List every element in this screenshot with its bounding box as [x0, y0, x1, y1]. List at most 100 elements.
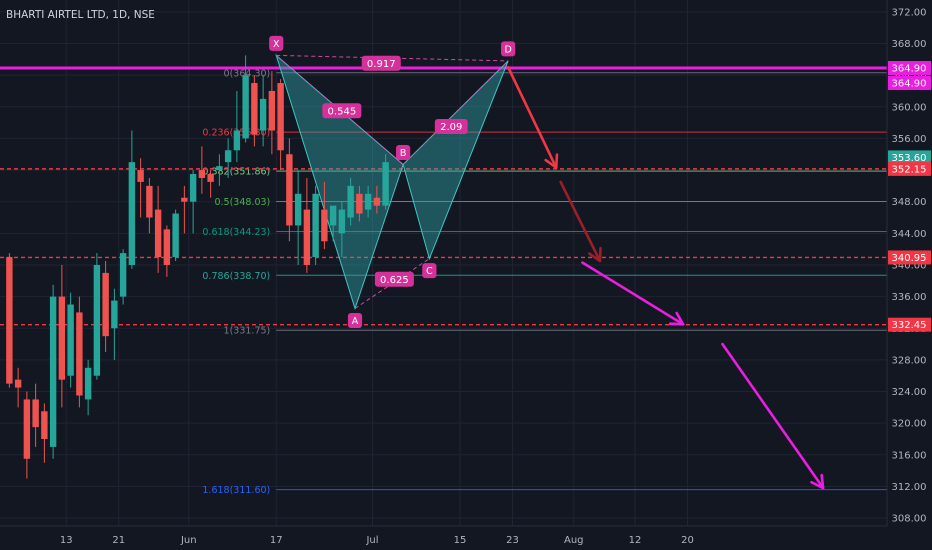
- x-tick-label: 12: [629, 535, 642, 546]
- pattern-ratio: 0.545: [328, 106, 357, 117]
- y-axis[interactable]: 308.00 312.00 316.00 320.00 324.00 328.00 332.…: [886, 0, 932, 550]
- horizontal-levels[interactable]: [0, 66, 887, 326]
- y-tick-label: 324.00: [892, 387, 927, 398]
- projection-arrow-line: [581, 261, 685, 326]
- candle-body: [233, 130, 241, 151]
- candle-body: [76, 312, 83, 396]
- level-label: 352.15: [892, 164, 927, 175]
- x-tick-label: 15: [454, 535, 467, 546]
- x-tick-label: 21: [112, 535, 125, 546]
- candle-body: [329, 205, 337, 226]
- x-tick-label: 23: [506, 535, 519, 546]
- pattern-point-c-bg: [422, 263, 437, 279]
- candle-body: [294, 193, 302, 226]
- level-label-bg: [888, 161, 931, 176]
- pattern-point-c: C: [426, 266, 433, 277]
- candle-body: [224, 150, 232, 163]
- y-tick-label: 368.00: [892, 39, 927, 50]
- candle-body: [41, 411, 48, 439]
- projection-arrow-head: [588, 246, 602, 263]
- candle-body: [154, 209, 162, 258]
- y-tick-label: 316.00: [892, 450, 927, 461]
- candle-body: [312, 193, 319, 258]
- candle-body: [111, 300, 118, 329]
- fib-label: 1.618(311.60): [202, 485, 270, 496]
- candle-body: [198, 170, 206, 178]
- level-label-bg: [888, 76, 931, 91]
- candle-body: [321, 209, 328, 242]
- price-label: 353.60: [892, 153, 927, 164]
- pattern-ratio-bg: [322, 103, 362, 119]
- y-tick-label: 344.00: [892, 229, 927, 240]
- candle-body: [6, 257, 13, 384]
- candle-body: [338, 209, 346, 234]
- candle-body: [32, 399, 39, 428]
- pattern-ratio-bg: [374, 271, 414, 287]
- pattern-ratio-bg: [361, 55, 401, 71]
- x-axis[interactable]: 13 21 Jun 17 Jul 15 23 Aug 12 20: [0, 525, 932, 550]
- x-tick-label: 20: [681, 535, 694, 546]
- candle-body: [356, 193, 363, 214]
- level-label-bg: [888, 250, 931, 265]
- pattern-point-d: D: [504, 45, 511, 56]
- candle-body: [146, 185, 153, 218]
- y-tick-label: 320.00: [892, 419, 927, 430]
- x-tick-label: Jun: [180, 535, 197, 546]
- projection-arrows[interactable]: [506, 65, 825, 490]
- x-tick-label: 17: [270, 535, 283, 546]
- y-tick-label: 372.00: [892, 7, 927, 18]
- y-tick-label: 328.00: [892, 355, 927, 366]
- projection-arrow-head: [544, 153, 559, 169]
- candle-body: [364, 193, 372, 210]
- candle-body: [93, 264, 101, 376]
- pattern-point-b-bg: [396, 145, 411, 161]
- harmonic-pattern[interactable]: [275, 53, 509, 311]
- candle-body: [347, 185, 354, 218]
- fib-label: 0.618(344.23): [202, 227, 270, 238]
- fib-label: 0.5(348.03): [214, 197, 270, 208]
- y-tick-label: 336.00: [892, 292, 927, 303]
- candle-body: [259, 98, 267, 131]
- y-tick-label: 348.00: [892, 197, 927, 208]
- pattern-point-a: A: [352, 316, 359, 327]
- pattern-ratio: 0.917: [367, 59, 396, 70]
- time-axis-bg: [0, 526, 932, 550]
- candle-body: [14, 379, 22, 388]
- level-label: 364.90: [892, 79, 927, 90]
- y-tick-label: 356.00: [892, 134, 927, 145]
- fib-label: 0.786(338.70): [202, 271, 270, 282]
- candle-body: [163, 229, 171, 265]
- candle-body: [67, 304, 74, 376]
- candle-body: [251, 83, 258, 135]
- candle-body: [189, 174, 197, 202]
- pattern-labels: X A B C D 0.917 0.545 2.09 0.625: [269, 35, 516, 328]
- fib-label: 0.382(351.86): [202, 167, 270, 178]
- y-tick-label: 340.00: [892, 260, 927, 271]
- pattern-ratio: 2.09: [440, 122, 462, 133]
- candle-body: [102, 272, 109, 337]
- price-label: 364.90: [892, 64, 927, 75]
- fib-label: 0(364.30): [224, 68, 271, 79]
- price-label-bg: [888, 61, 931, 76]
- candle-body: [23, 399, 31, 459]
- projection-arrow-head: [810, 473, 825, 490]
- candle-body: [128, 162, 136, 265]
- candle-body: [382, 162, 389, 206]
- pattern-ratio: 0.625: [380, 275, 409, 286]
- candle-body: [119, 253, 127, 297]
- fib-label: 1(331.75): [224, 326, 271, 337]
- pattern-diagonal: [402, 60, 509, 165]
- x-tick-label: Aug: [564, 535, 584, 546]
- pattern-point-x: X: [273, 39, 280, 50]
- pattern-point-b: B: [400, 148, 407, 159]
- price-axis-bg: [887, 0, 932, 550]
- pattern-point-d-bg: [501, 41, 516, 57]
- level-label: 340.95: [892, 253, 927, 264]
- candle-body: [137, 170, 144, 182]
- candle-body: [172, 213, 179, 258]
- x-tick-label: 13: [60, 535, 73, 546]
- candle-body: [49, 296, 57, 447]
- pattern-ratio-bg: [434, 119, 468, 135]
